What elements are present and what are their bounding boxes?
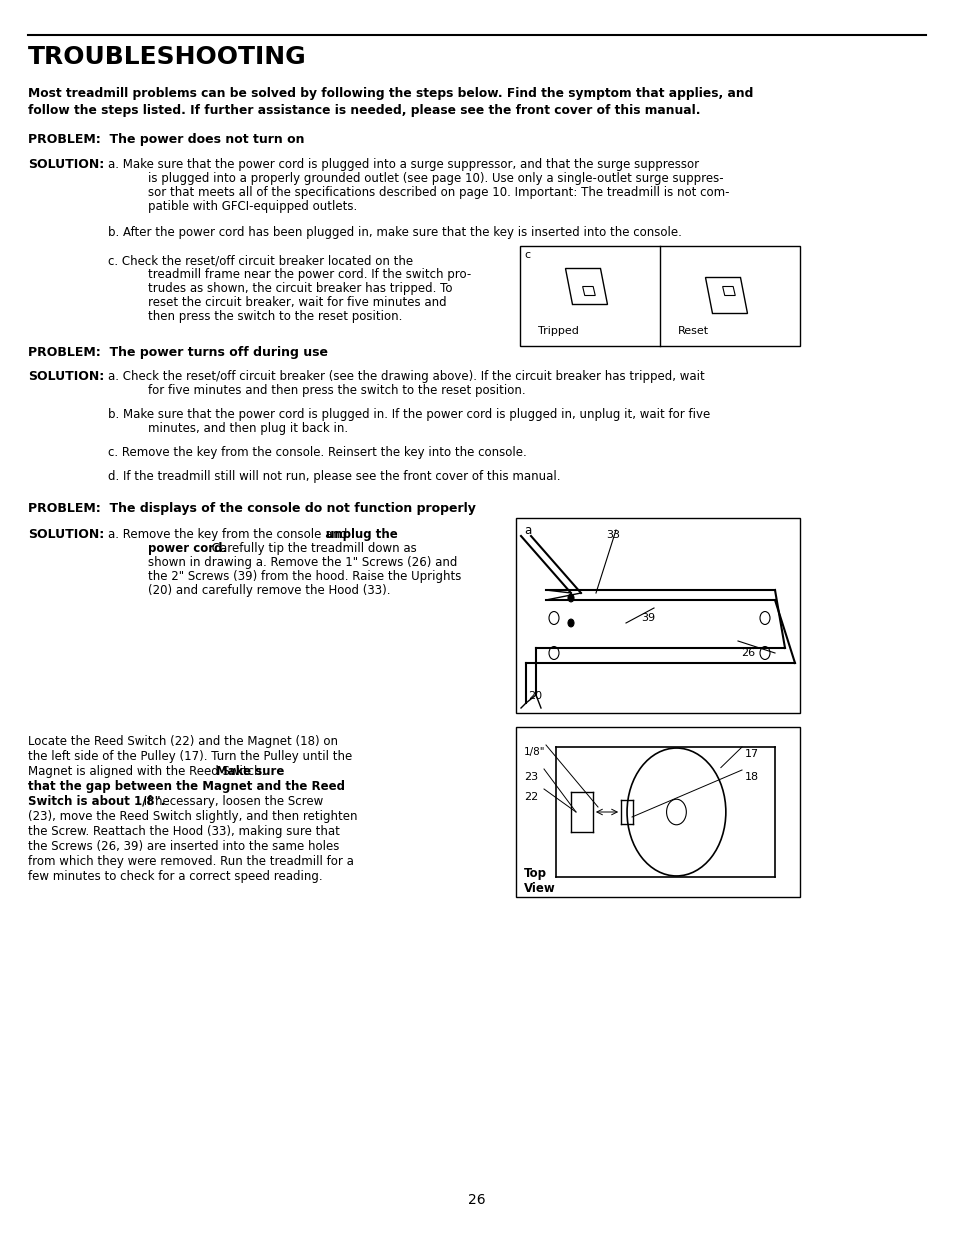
Text: PROBLEM:  The power does not turn on: PROBLEM: The power does not turn on [28,133,304,146]
Text: few minutes to check for a correct speed reading.: few minutes to check for a correct speed… [28,869,322,883]
Text: If necessary, loosen the Screw: If necessary, loosen the Screw [140,795,323,808]
Text: a. Make sure that the power cord is plugged into a surge suppressor, and that th: a. Make sure that the power cord is plug… [108,158,699,170]
Text: c: c [523,249,530,261]
Text: Magnet is aligned with the Reed Switch.: Magnet is aligned with the Reed Switch. [28,764,269,778]
Text: TROUBLESHOOTING: TROUBLESHOOTING [28,44,307,69]
Text: trudes as shown, the circuit breaker has tripped. To: trudes as shown, the circuit breaker has… [148,282,452,295]
Text: power cord.: power cord. [148,542,227,555]
Text: 33: 33 [605,530,619,540]
Text: for five minutes and then press the switch to the reset position.: for five minutes and then press the swit… [148,384,525,396]
Text: b. Make sure that the power cord is plugged in. If the power cord is plugged in,: b. Make sure that the power cord is plug… [108,408,709,421]
Circle shape [567,594,574,601]
Text: 39: 39 [640,613,655,622]
Text: the 2" Screws (39) from the hood. Raise the Uprights: the 2" Screws (39) from the hood. Raise … [148,571,461,583]
Text: (20) and carefully remove the Hood (33).: (20) and carefully remove the Hood (33). [148,584,390,597]
Text: PROBLEM:  The displays of the console do not function properly: PROBLEM: The displays of the console do … [28,501,476,515]
Text: 26: 26 [740,648,755,658]
Text: shown in drawing a. Remove the 1" Screws (26) and: shown in drawing a. Remove the 1" Screws… [148,556,456,569]
Text: 23: 23 [523,772,537,782]
Text: Reset: Reset [678,326,708,336]
Text: Top: Top [523,867,546,881]
Text: Make sure: Make sure [215,764,284,778]
Text: Locate the Reed Switch (22) and the Magnet (18) on: Locate the Reed Switch (22) and the Magn… [28,735,337,748]
Text: is plugged into a properly grounded outlet (see page 10). Use only a single-outl: is plugged into a properly grounded outl… [148,172,723,185]
Text: 20: 20 [527,692,541,701]
Text: Carefully tip the treadmill down as: Carefully tip the treadmill down as [208,542,416,555]
Text: 22: 22 [523,792,537,802]
Text: the Screw. Reattach the Hood (33), making sure that: the Screw. Reattach the Hood (33), makin… [28,825,339,839]
Text: treadmill frame near the power cord. If the switch pro-: treadmill frame near the power cord. If … [148,268,471,282]
Text: the left side of the Pulley (17). Turn the Pulley until the: the left side of the Pulley (17). Turn t… [28,750,352,763]
Text: 1/8": 1/8" [523,747,545,757]
Text: sor that meets all of the specifications described on page 10. Important: The tr: sor that meets all of the specifications… [148,186,729,199]
Text: b. After the power cord has been plugged in, make sure that the key is inserted : b. After the power cord has been plugged… [108,226,681,240]
Text: then press the switch to the reset position.: then press the switch to the reset posit… [148,310,402,324]
Text: SOLUTION:: SOLUTION: [28,158,104,170]
Text: reset the circuit breaker, wait for five minutes and: reset the circuit breaker, wait for five… [148,296,446,309]
Text: SOLUTION:: SOLUTION: [28,529,104,541]
Text: c. Remove the key from the console. Reinsert the key into the console.: c. Remove the key from the console. Rein… [108,446,526,459]
Text: the Screws (26, 39) are inserted into the same holes: the Screws (26, 39) are inserted into th… [28,840,339,853]
Circle shape [567,619,574,627]
Text: a. Check the reset/off circuit breaker (see the drawing above). If the circuit b: a. Check the reset/off circuit breaker (… [108,370,704,383]
Text: 17: 17 [744,748,759,760]
Text: follow the steps listed. If further assistance is needed, please see the front c: follow the steps listed. If further assi… [28,104,700,117]
Text: minutes, and then plug it back in.: minutes, and then plug it back in. [148,422,348,435]
Text: (23), move the Reed Switch slightly, and then retighten: (23), move the Reed Switch slightly, and… [28,810,357,823]
Text: 26: 26 [468,1193,485,1207]
Text: 18: 18 [744,772,759,782]
Text: Switch is about 1/8".: Switch is about 1/8". [28,795,165,808]
Text: a: a [523,524,531,537]
Text: Most treadmill problems can be solved by following the steps below. Find the sym: Most treadmill problems can be solved by… [28,86,753,100]
Text: SOLUTION:: SOLUTION: [28,370,104,383]
Text: a. Remove the key from the console and: a. Remove the key from the console and [108,529,351,541]
Text: d. If the treadmill still will not run, please see the front cover of this manua: d. If the treadmill still will not run, … [108,471,560,483]
Text: patible with GFCI-equipped outlets.: patible with GFCI-equipped outlets. [148,200,356,212]
Text: unplug the: unplug the [326,529,397,541]
Text: that the gap between the Magnet and the Reed: that the gap between the Magnet and the … [28,781,345,793]
Text: from which they were removed. Run the treadmill for a: from which they were removed. Run the tr… [28,855,354,868]
Text: PROBLEM:  The power turns off during use: PROBLEM: The power turns off during use [28,346,328,359]
Text: Tripped: Tripped [537,326,578,336]
Text: c. Check the reset/off circuit breaker located on the: c. Check the reset/off circuit breaker l… [108,254,413,267]
Text: View: View [523,882,556,895]
